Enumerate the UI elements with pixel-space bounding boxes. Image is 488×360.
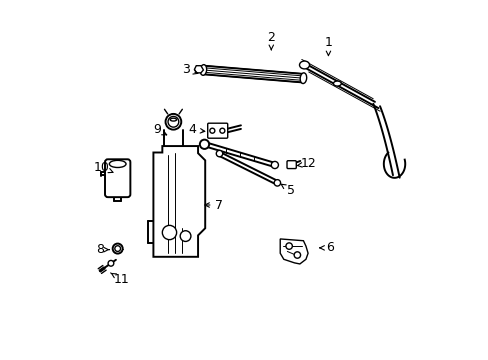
- Ellipse shape: [209, 128, 214, 133]
- Text: 2: 2: [267, 31, 275, 50]
- Ellipse shape: [274, 180, 280, 186]
- FancyBboxPatch shape: [105, 159, 130, 197]
- Ellipse shape: [108, 260, 114, 266]
- Ellipse shape: [180, 231, 190, 242]
- Ellipse shape: [271, 161, 278, 168]
- Text: 8: 8: [96, 243, 109, 256]
- Ellipse shape: [200, 140, 209, 149]
- Ellipse shape: [112, 244, 122, 253]
- Ellipse shape: [115, 246, 121, 251]
- Text: 11: 11: [110, 273, 129, 286]
- Text: 12: 12: [297, 157, 316, 170]
- Text: 5: 5: [281, 184, 294, 197]
- FancyBboxPatch shape: [207, 123, 227, 138]
- Ellipse shape: [200, 65, 206, 75]
- FancyBboxPatch shape: [286, 161, 296, 168]
- Text: 7: 7: [204, 198, 223, 212]
- Ellipse shape: [170, 118, 176, 121]
- Text: 1: 1: [324, 36, 332, 55]
- Ellipse shape: [162, 225, 176, 240]
- Ellipse shape: [216, 150, 222, 157]
- Ellipse shape: [299, 61, 309, 69]
- Ellipse shape: [300, 73, 306, 84]
- Ellipse shape: [168, 116, 179, 127]
- Ellipse shape: [294, 252, 300, 258]
- Text: 4: 4: [188, 123, 204, 136]
- Text: 10: 10: [94, 161, 113, 174]
- Polygon shape: [153, 146, 205, 257]
- Polygon shape: [280, 239, 307, 264]
- Ellipse shape: [220, 128, 224, 133]
- Ellipse shape: [333, 81, 341, 86]
- Polygon shape: [194, 66, 203, 73]
- Ellipse shape: [165, 114, 181, 130]
- Ellipse shape: [285, 243, 292, 249]
- Text: 9: 9: [153, 123, 166, 136]
- Ellipse shape: [109, 160, 126, 167]
- Text: 6: 6: [319, 241, 333, 255]
- Text: 3: 3: [181, 63, 198, 76]
